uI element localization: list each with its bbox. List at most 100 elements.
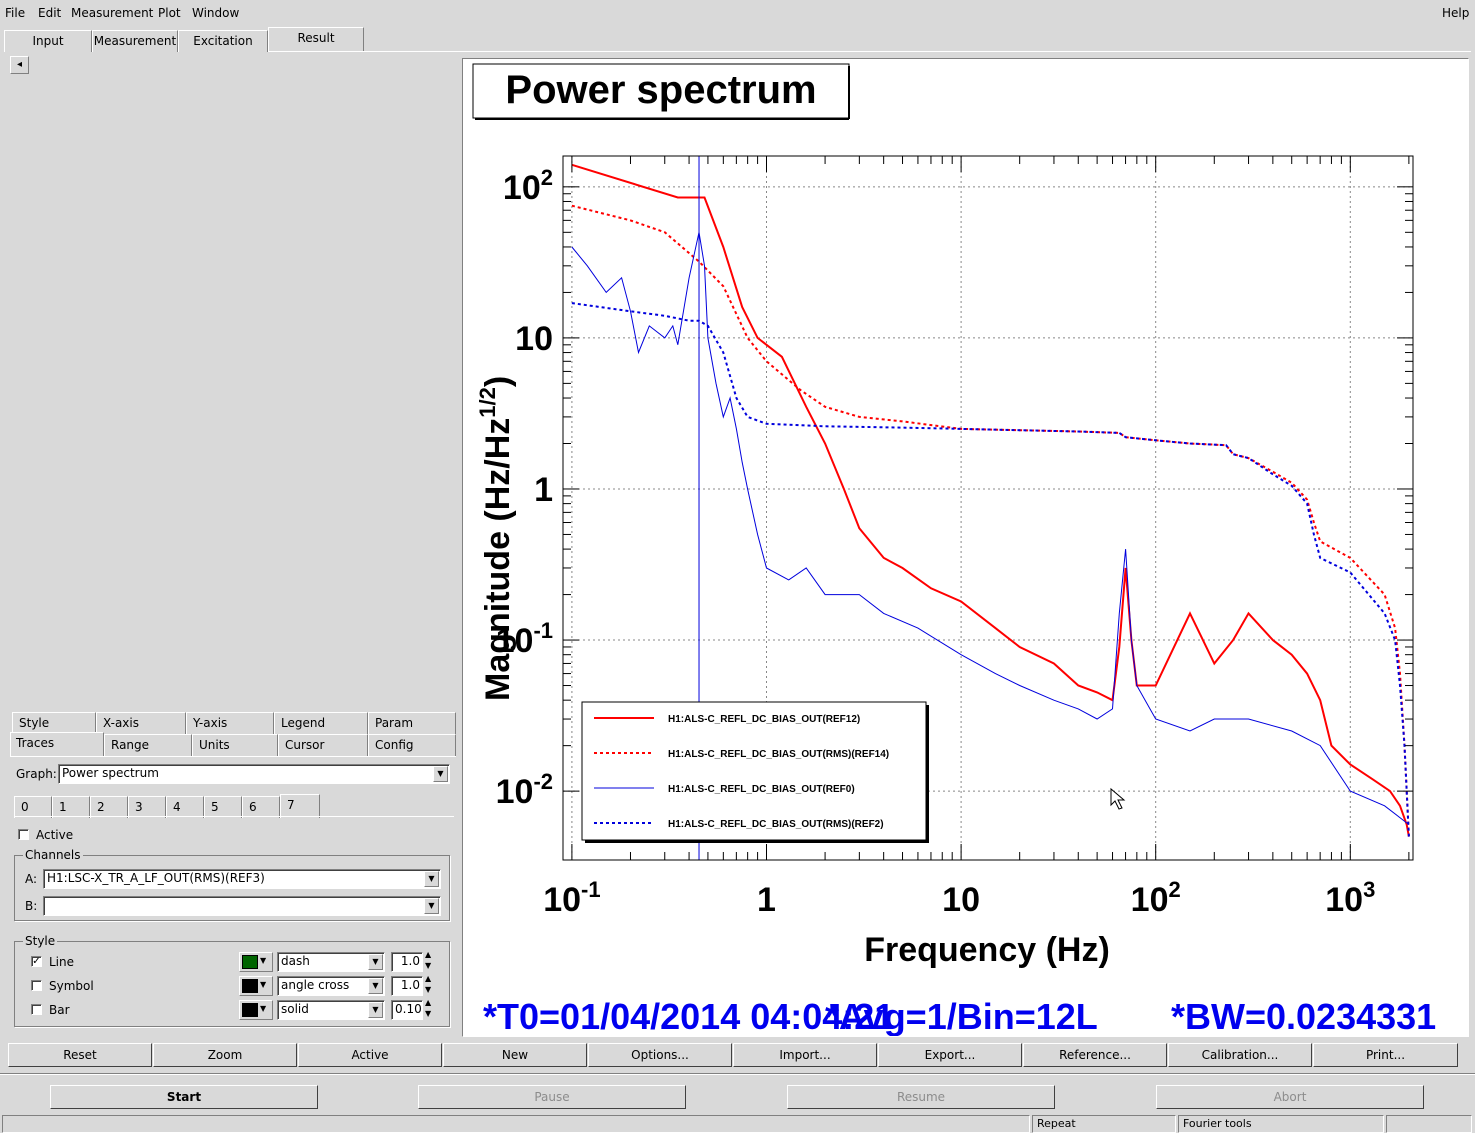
bar-checkbox[interactable] <box>31 1004 42 1015</box>
x-tick-label: 1 <box>757 881 776 919</box>
scroll-left-button[interactable]: ◂ <box>10 56 29 74</box>
bar-pattern-select[interactable]: solid ▼ <box>277 1000 385 1020</box>
y-tick-label: 10-2 <box>496 769 553 811</box>
x-tick-label: 10-1 <box>543 877 600 919</box>
graph-select-value: Power spectrum <box>62 766 159 780</box>
tab-baseline <box>4 51 1471 52</box>
bar-label: Bar <box>49 1003 70 1017</box>
symbol-pattern-value: angle cross <box>281 978 350 992</box>
tab-trace-5[interactable]: 5 <box>204 796 242 818</box>
arrow-up-icon[interactable]: ▲ <box>425 998 432 1007</box>
options-button[interactable]: Options... <box>588 1043 732 1067</box>
y-tick-label: 10-1 <box>496 618 553 660</box>
tab-trace-2[interactable]: 2 <box>90 796 128 818</box>
tab-range[interactable]: Range <box>104 734 192 756</box>
tab-x-axis[interactable]: X-axis <box>96 712 186 734</box>
options-tab-baseline <box>10 756 456 757</box>
active-button[interactable]: Active <box>298 1043 442 1067</box>
line-width-value[interactable]: 1.0 <box>391 952 423 972</box>
symbol-color-swatch <box>242 979 258 993</box>
arrow-down-icon[interactable]: ▼ <box>425 961 432 970</box>
line-pattern-select[interactable]: dash ▼ <box>277 952 385 972</box>
arrow-up-icon[interactable]: ▲ <box>425 974 432 983</box>
legend-label-3: H1:ALS-C_REFL_DC_BIAS_OUT(RMS)(REF2) <box>668 819 884 830</box>
tab-excitation[interactable]: Excitation <box>178 30 268 52</box>
menu-plot[interactable]: Plot <box>158 6 181 20</box>
graph-select[interactable]: Power spectrum ▼ <box>58 764 450 784</box>
tab-param[interactable]: Param <box>368 712 456 734</box>
tab-trace-7[interactable]: 7 <box>280 794 320 818</box>
arrow-down-icon[interactable]: ▼ <box>425 1009 432 1018</box>
arrow-down-icon[interactable]: ▼ <box>425 985 432 994</box>
x-tick-base: 10 <box>1325 881 1363 919</box>
reset-button[interactable]: Reset <box>8 1043 152 1067</box>
zoom-button[interactable]: Zoom <box>153 1043 297 1067</box>
tab-trace-6[interactable]: 6 <box>242 796 280 818</box>
tab-result[interactable]: Result <box>268 27 364 51</box>
symbol-label: Symbol <box>49 979 94 993</box>
abort-button[interactable]: Abort <box>1156 1085 1424 1109</box>
reference-button[interactable]: Reference... <box>1023 1043 1167 1067</box>
chevron-down-icon: ▼ <box>424 871 439 887</box>
tab-units[interactable]: Units <box>192 734 278 756</box>
plot-button-row: Reset Zoom Active New Options... Import.… <box>8 1043 1458 1069</box>
menu-file[interactable]: File <box>5 6 26 20</box>
x-axis-label: Frequency (Hz) <box>864 931 1110 969</box>
menubar: File Edit Measurement Plot Window Help <box>0 0 1475 26</box>
tab-y-axis[interactable]: Y-axis <box>186 712 274 734</box>
calibration-button[interactable]: Calibration... <box>1168 1043 1312 1067</box>
channel-b-select[interactable]: ▼ <box>43 896 441 916</box>
arrow-up-icon[interactable]: ▲ <box>425 950 432 959</box>
tab-trace-3[interactable]: 3 <box>128 796 166 818</box>
y-tick-exp: 2 <box>541 165 553 190</box>
tab-style[interactable]: Style <box>12 712 96 734</box>
channel-a-select[interactable]: H1:LSC-X_TR_A_LF_OUT(RMS)(REF3) ▼ <box>43 869 441 889</box>
import-button[interactable]: Import... <box>733 1043 877 1067</box>
tab-legend[interactable]: Legend <box>274 712 368 734</box>
tab-measurement[interactable]: Measurement <box>92 30 178 52</box>
tab-trace-4[interactable]: 4 <box>166 796 204 818</box>
resume-button[interactable]: Resume <box>787 1085 1055 1109</box>
active-checkbox[interactable] <box>18 829 29 840</box>
symbol-width-stepper[interactable]: 1.0 ▲ ▼ <box>391 974 435 996</box>
menu-edit[interactable]: Edit <box>38 6 62 20</box>
x-tick-base: 10 <box>942 881 980 919</box>
print-button[interactable]: Print... <box>1313 1043 1458 1067</box>
tab-trace-0[interactable]: 0 <box>14 796 52 818</box>
export-button[interactable]: Export... <box>878 1043 1022 1067</box>
x-tick-base: 10 <box>543 881 581 919</box>
menu-help[interactable]: Help <box>1442 6 1470 20</box>
new-button[interactable]: New <box>443 1043 587 1067</box>
bar-color-button[interactable]: ▼ <box>239 1000 273 1020</box>
power-spectrum-plot[interactable]: Power spectrum 10-1 1 10 102 103 10210110-11… <box>463 59 1468 1037</box>
divider <box>0 1073 1475 1074</box>
symbol-width-value[interactable]: 1.0 <box>391 976 423 996</box>
line-width-stepper[interactable]: 1.0 ▲ ▼ <box>391 950 435 972</box>
bar-width-value[interactable]: 0.10 <box>391 1000 423 1020</box>
bar-width-stepper[interactable]: 0.10 ▲ ▼ <box>391 998 435 1020</box>
plot-canvas[interactable]: Power spectrum 10-1 1 10 102 103 102 10 1 10-1 1… <box>462 58 1469 1037</box>
y-tick-exp: -1 <box>533 618 553 643</box>
tab-cursor[interactable]: Cursor <box>278 734 368 756</box>
symbol-pattern-select[interactable]: angle cross ▼ <box>277 976 385 996</box>
y-tick-base: 10 <box>496 773 534 811</box>
mouse-cursor-icon <box>1110 787 1126 810</box>
tab-input[interactable]: Input <box>4 30 92 52</box>
divider <box>0 1074 1475 1075</box>
symbol-color-button[interactable]: ▼ <box>239 976 273 996</box>
y-axis-label-close: ) <box>479 376 517 387</box>
menu-window[interactable]: Window <box>192 6 240 20</box>
chevron-down-icon: ▼ <box>433 766 448 782</box>
menu-measurement[interactable]: Measurement <box>71 6 154 20</box>
tab-config[interactable]: Config <box>368 734 456 756</box>
line-color-button[interactable]: ▼ <box>239 952 273 972</box>
pause-button[interactable]: Pause <box>418 1085 686 1109</box>
tab-trace-1[interactable]: 1 <box>52 796 90 818</box>
legend[interactable]: H1:ALS-C_REFL_DC_BIAS_OUT(REF12) H1:ALS-C… <box>581 701 929 843</box>
symbol-checkbox[interactable] <box>31 980 42 991</box>
x-ticks: 10-1 1 10 102 103 <box>543 156 1410 919</box>
bar-color-swatch <box>242 1003 258 1017</box>
start-button[interactable]: Start <box>50 1085 318 1109</box>
tab-traces[interactable]: Traces <box>10 732 104 756</box>
line-checkbox[interactable]: ✓ <box>31 956 42 967</box>
